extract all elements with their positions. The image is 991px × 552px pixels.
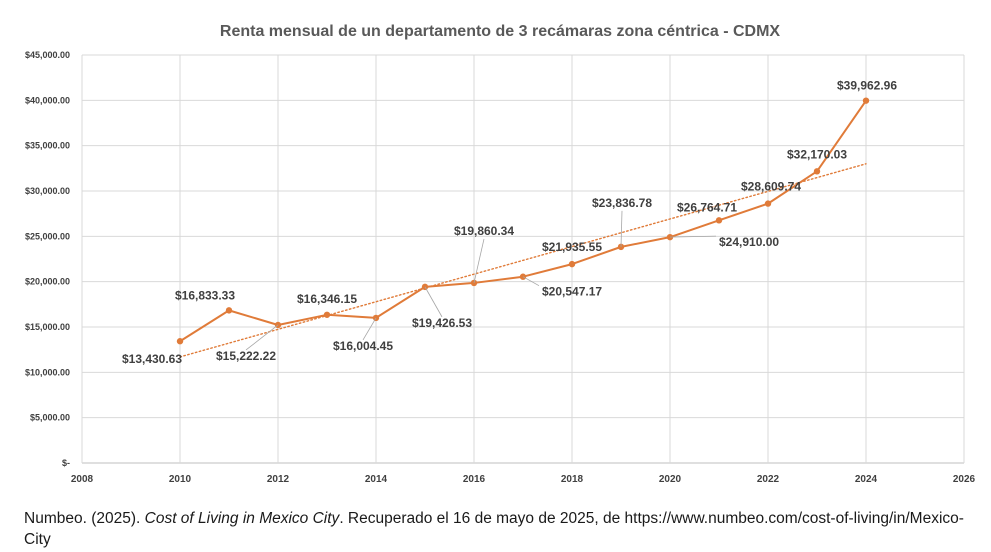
data-label: $39,962.96 (837, 79, 897, 93)
chart-grid (81, 54, 965, 464)
data-point (813, 168, 821, 175)
label-leader-line (362, 317, 377, 341)
data-labels: $13,430.63 $16,833.33 $15,222.22 $16,346.15… (122, 79, 897, 367)
x-tick-label: 2020 (659, 474, 682, 485)
y-tick-label: $10,000.00 (25, 367, 70, 377)
data-label: $16,004.45 (333, 339, 393, 353)
data-label: $16,833.33 (175, 288, 235, 302)
data-label: $20,547.17 (542, 285, 602, 299)
y-tick-label: $25,000.00 (25, 231, 70, 241)
series-line (179, 100, 867, 343)
label-leader-line (245, 324, 279, 351)
x-tick-label: 2026 (953, 474, 976, 485)
data-label: $19,426.53 (412, 316, 472, 330)
data-point (421, 283, 429, 291)
data-point (715, 217, 723, 224)
axis-labels: $- $5,000.00 $10,000.00 $15,000.00 $20,000.0… (25, 50, 976, 485)
data-label: $15,222.22 (216, 349, 276, 363)
data-point (568, 260, 576, 268)
data-label: $24,910.00 (719, 235, 779, 249)
data-point (323, 311, 331, 318)
line-chart: Renta mensual de un departamento de 3 re… (25, 23, 976, 485)
x-tick-label: 2016 (463, 474, 486, 485)
x-tick-label: 2014 (365, 474, 388, 485)
label-leader-line (669, 235, 717, 238)
x-tick-label: 2010 (169, 474, 192, 485)
x-tick-label: 2022 (757, 474, 780, 485)
caption-suffix: . Recuperado el 16 de mayo de 2025, de h… (24, 510, 964, 548)
y-tick-label: $35,000.00 (25, 141, 70, 151)
y-tick-label: $- (62, 458, 70, 468)
data-label: $19,860.34 (454, 224, 514, 238)
data-point (764, 200, 772, 207)
chart-title: Renta mensual de un departamento de 3 re… (220, 23, 781, 40)
trendline (179, 163, 867, 358)
source-caption: Numbeo. (2025). Cost of Living in Mexico… (24, 508, 974, 550)
trendline-path (179, 163, 867, 358)
data-series (176, 97, 870, 345)
data-point (519, 273, 527, 280)
caption-prefix: Numbeo. (2025). (24, 510, 145, 527)
x-tick-label: 2008 (71, 474, 94, 485)
x-tick-label: 2018 (561, 474, 584, 485)
y-tick-label: $20,000.00 (25, 277, 70, 287)
y-tick-label: $40,000.00 (25, 95, 70, 105)
label-leader-line (424, 286, 443, 318)
label-leader-line (620, 210, 623, 247)
data-point (862, 97, 870, 104)
data-label: $13,430.63 (122, 352, 182, 366)
y-tick-label: $15,000.00 (25, 322, 70, 332)
caption-title: Cost of Living in Mexico City (144, 510, 340, 527)
label-leader-line (522, 276, 540, 287)
data-label: $23,836.78 (592, 196, 652, 210)
label-leader-line (473, 238, 485, 284)
data-label: $32,170.03 (787, 147, 847, 161)
x-tick-label: 2024 (855, 474, 878, 485)
y-tick-label: $45,000.00 (25, 50, 70, 60)
y-tick-label: $30,000.00 (25, 186, 70, 196)
data-point (225, 307, 233, 314)
data-label: $28,609.74 (741, 180, 801, 194)
data-label: $21,935.55 (542, 240, 602, 254)
data-label: $26,764.71 (677, 200, 737, 214)
data-point (372, 314, 380, 322)
data-label: $16,346.15 (297, 292, 357, 306)
y-tick-label: $5,000.00 (30, 413, 70, 423)
data-point (176, 338, 184, 345)
x-tick-label: 2012 (267, 474, 290, 485)
